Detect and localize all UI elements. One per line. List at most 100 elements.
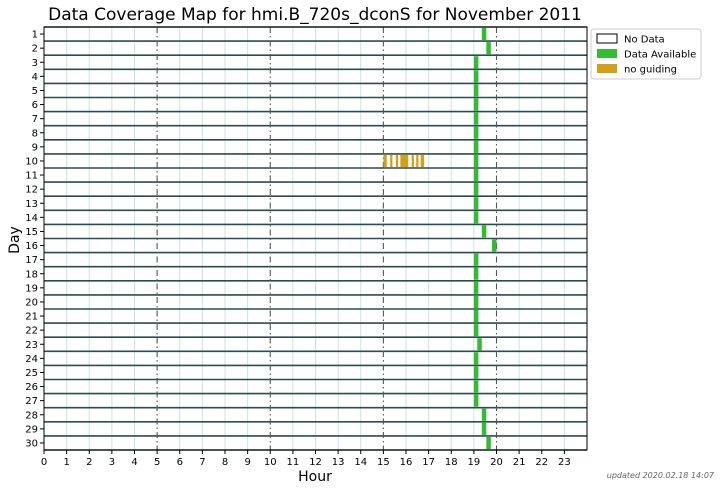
y-tick-label: 11 (25, 171, 38, 182)
data-available-bar (473, 126, 479, 139)
data-available-bar (473, 295, 479, 308)
legend-label: Data Available (624, 50, 696, 61)
y-tick-label: 30 (25, 438, 38, 449)
y-tick-label: 19 (25, 283, 38, 294)
x-tick-label: 5 (154, 457, 160, 468)
data-available-bar (473, 211, 479, 224)
data-available-bar (491, 239, 497, 252)
y-tick-label: 5 (32, 86, 38, 97)
y-tick-label: 27 (25, 396, 38, 407)
y-axis-label: Day (7, 226, 23, 254)
data-available-bar (486, 436, 491, 449)
y-tick-label: 23 (25, 340, 38, 351)
x-tick-label: 21 (513, 457, 526, 468)
plot-area: 0 1 2 3 4 5 6 7 8 9 10 11 12 13 14 15 16 17 18 19 20 21 22 2312… (25, 26, 588, 468)
y-tick-label: 8 (32, 128, 38, 139)
y-tick-label: 16 (25, 241, 38, 252)
y-tick-label: 2 (32, 44, 38, 55)
data-available-bar (473, 140, 479, 153)
data-available-bar (473, 112, 479, 125)
x-tick-label: 13 (332, 457, 345, 468)
y-tick-label: 4 (32, 72, 38, 83)
data-available-bar (473, 70, 479, 83)
no-guiding-bar (383, 154, 387, 167)
data-available-bar (473, 253, 479, 266)
y-tick-label: 9 (32, 142, 38, 153)
no-guiding-bar (411, 154, 414, 167)
legend-label: No Data (624, 35, 665, 46)
no-guiding-bar (400, 154, 409, 167)
updated-footer: updated 2020.02.18 14:07 (607, 471, 715, 480)
y-tick-label: 21 (25, 312, 38, 323)
x-tick-label: 6 (177, 457, 183, 468)
x-axis-label: Hour (298, 469, 332, 485)
data-available-bar (473, 183, 479, 196)
x-tick-label: 20 (490, 457, 503, 468)
data-available-bar (481, 422, 487, 435)
data-available-bar (473, 324, 479, 337)
data-available-bar (473, 352, 479, 365)
data-available-bar (473, 281, 479, 294)
data-available-bar (473, 394, 479, 407)
y-tick-label: 20 (25, 297, 38, 308)
x-tick-label: 8 (222, 457, 228, 468)
data-available-bar (473, 366, 479, 379)
y-tick-label: 7 (32, 114, 38, 125)
data-available-bar (477, 338, 482, 351)
legend-swatch (597, 49, 617, 58)
x-tick-label: 12 (309, 457, 322, 468)
y-tick-label: 13 (25, 199, 38, 210)
no-guiding-bar (390, 154, 393, 167)
y-tick-label: 17 (25, 255, 38, 266)
x-tick-label: 3 (109, 457, 115, 468)
y-tick-label: 14 (25, 213, 38, 224)
legend: No Data Data Available no guiding (590, 28, 702, 80)
y-tick-label: 18 (25, 269, 38, 280)
y-tick-label: 1 (32, 30, 38, 41)
y-tick-label: 3 (32, 58, 38, 69)
data-available-bar (481, 225, 487, 238)
data-available-bar (481, 28, 487, 41)
y-tick-label: 6 (32, 100, 38, 111)
x-tick-label: 10 (264, 457, 277, 468)
y-tick-label: 28 (25, 410, 38, 421)
no-guiding-bar (395, 154, 399, 167)
x-tick-label: 17 (422, 457, 435, 468)
x-tick-label: 1 (63, 457, 69, 468)
data-available-bar (473, 380, 479, 393)
y-tick-label: 25 (25, 368, 38, 379)
data-available-bar (473, 310, 479, 323)
x-tick-label: 9 (244, 457, 250, 468)
x-tick-label: 0 (41, 457, 47, 468)
data-available-bar (473, 98, 479, 111)
legend-swatch (597, 64, 617, 73)
data-available-bar (473, 84, 479, 97)
y-tick-label: 22 (25, 326, 38, 337)
y-tick-label: 15 (25, 227, 38, 238)
x-tick-label: 18 (445, 457, 458, 468)
no-guiding-bar (416, 154, 419, 167)
no-guiding-bar (420, 154, 425, 167)
legend-label: no guiding (624, 65, 677, 76)
data-available-bar (473, 169, 479, 182)
x-tick-label: 16 (400, 457, 413, 468)
x-tick-label: 7 (199, 457, 205, 468)
x-tick-label: 22 (535, 457, 548, 468)
y-tick-label: 26 (25, 382, 38, 393)
data-available-bar (473, 154, 479, 167)
legend-swatch (596, 33, 618, 44)
x-tick-label: 23 (558, 457, 571, 468)
chart-title: Data Coverage Map for hmi.B_720s_dconS f… (48, 5, 582, 25)
data-available-bar (473, 267, 479, 280)
x-tick-label: 4 (131, 457, 137, 468)
data-available-bar (486, 42, 491, 55)
legend-box (590, 28, 702, 80)
x-tick-label: 15 (377, 457, 390, 468)
data-available-bar (473, 56, 479, 69)
x-tick-label: 14 (354, 457, 367, 468)
x-tick-label: 11 (287, 457, 300, 468)
data-available-bar (473, 197, 479, 210)
y-tick-label: 12 (25, 185, 38, 196)
y-tick-label: 29 (25, 424, 38, 435)
